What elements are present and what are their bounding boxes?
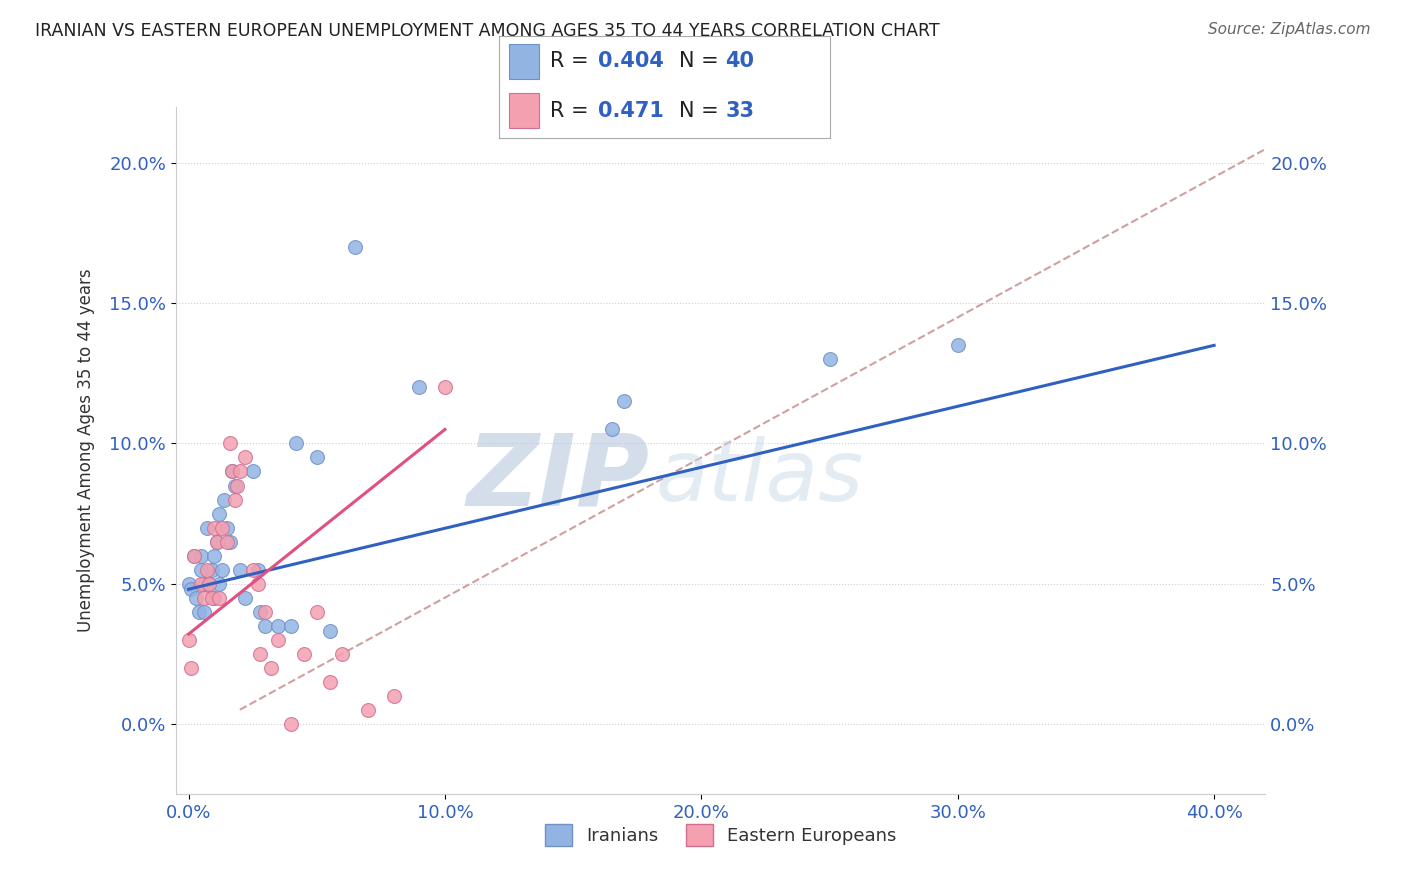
Point <box>215 534 238 549</box>
Text: R =: R = <box>550 52 596 71</box>
Point <box>190 576 212 591</box>
Text: 0.404: 0.404 <box>599 52 664 71</box>
Point <box>226 478 249 492</box>
Point <box>246 563 269 577</box>
Point <box>408 380 430 394</box>
Point <box>193 576 215 591</box>
Point <box>305 605 328 619</box>
Point <box>190 563 212 577</box>
Point <box>229 563 252 577</box>
Point <box>818 352 841 367</box>
Point <box>242 563 264 577</box>
Point <box>211 563 233 577</box>
Text: R =: R = <box>550 101 596 120</box>
Point <box>259 661 281 675</box>
Point <box>332 647 354 661</box>
Point <box>285 436 308 450</box>
Point <box>254 605 277 619</box>
Point <box>183 549 205 563</box>
Point <box>205 534 228 549</box>
Point <box>233 591 256 605</box>
Bar <box>509 93 538 128</box>
Point <box>218 534 240 549</box>
Text: 33: 33 <box>725 101 755 120</box>
Point <box>267 618 290 632</box>
Text: N =: N = <box>679 101 725 120</box>
Y-axis label: Unemployment Among Ages 35 to 44 years: Unemployment Among Ages 35 to 44 years <box>77 268 96 632</box>
Point <box>280 716 302 731</box>
Point <box>292 647 315 661</box>
Point <box>202 520 225 534</box>
Point <box>305 450 328 465</box>
Text: 40: 40 <box>725 52 755 71</box>
Point <box>193 591 215 605</box>
Text: ZIP: ZIP <box>467 429 650 526</box>
Point <box>254 618 277 632</box>
Point <box>183 549 205 563</box>
Point <box>246 576 269 591</box>
Point <box>433 380 456 394</box>
Point <box>249 605 271 619</box>
Point <box>233 450 256 465</box>
Point <box>221 465 243 479</box>
Point <box>214 492 236 507</box>
Point <box>193 605 215 619</box>
Point <box>202 549 225 563</box>
Point <box>344 240 367 254</box>
Text: IRANIAN VS EASTERN EUROPEAN UNEMPLOYMENT AMONG AGES 35 TO 44 YEARS CORRELATION C: IRANIAN VS EASTERN EUROPEAN UNEMPLOYMENT… <box>35 22 939 40</box>
Point <box>201 591 224 605</box>
Point <box>215 520 238 534</box>
Point <box>221 465 243 479</box>
Bar <box>509 44 538 78</box>
Point <box>190 549 212 563</box>
Point <box>177 576 200 591</box>
Point <box>249 647 271 661</box>
Point <box>202 591 225 605</box>
Point <box>242 465 264 479</box>
Point <box>195 520 218 534</box>
Point <box>177 632 200 647</box>
Point <box>357 703 380 717</box>
Point <box>180 582 202 597</box>
Text: atlas: atlas <box>655 436 863 519</box>
Point <box>198 576 221 591</box>
Point <box>267 632 290 647</box>
Text: 0.471: 0.471 <box>599 101 664 120</box>
Point <box>224 478 246 492</box>
Text: Source: ZipAtlas.com: Source: ZipAtlas.com <box>1208 22 1371 37</box>
Point <box>205 534 228 549</box>
Point <box>600 422 623 436</box>
Point <box>280 618 302 632</box>
Point <box>382 689 405 703</box>
Point <box>318 674 340 689</box>
Point <box>187 605 209 619</box>
Point <box>946 338 969 352</box>
Point <box>201 563 224 577</box>
Point <box>186 591 208 605</box>
Point <box>224 492 246 507</box>
Legend: Iranians, Eastern Europeans: Iranians, Eastern Europeans <box>537 817 904 854</box>
Point <box>211 520 233 534</box>
Point <box>208 507 231 521</box>
Text: N =: N = <box>679 52 725 71</box>
Point <box>208 576 231 591</box>
Point <box>195 563 218 577</box>
Point <box>208 591 231 605</box>
Point <box>318 624 340 639</box>
Point <box>180 661 202 675</box>
Point <box>229 465 252 479</box>
Point <box>218 436 240 450</box>
Point <box>613 394 636 409</box>
Point <box>198 576 221 591</box>
